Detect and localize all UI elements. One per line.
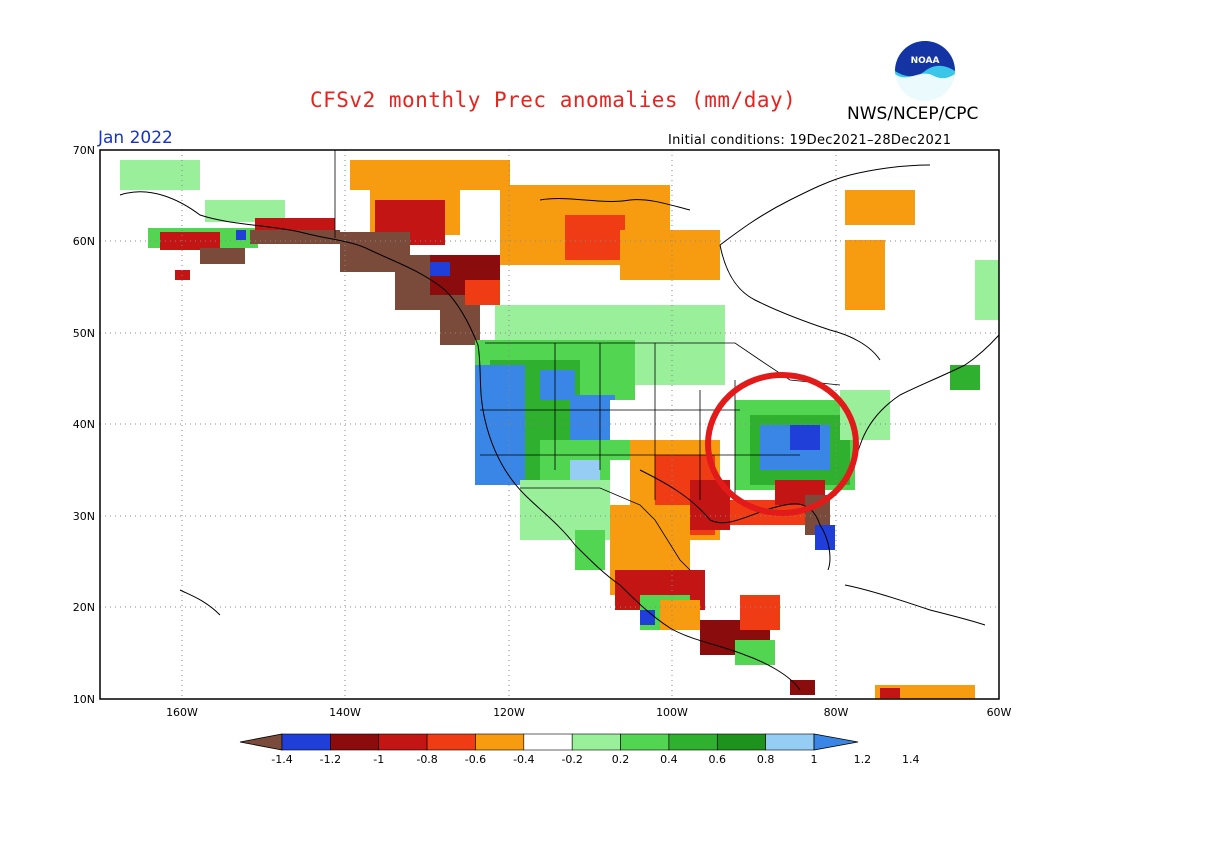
lat-label: 20N [73,601,95,614]
lon-label: 100W [656,706,688,719]
noaa-logo-text: NOAA [911,56,940,66]
initial-conditions: Initial conditions: 19Dec2021–28Dec2021 [668,133,952,148]
canada-anomalies [350,160,999,390]
colorbar-tick-label: 0.4 [660,753,678,766]
colorbar-box [378,733,428,751]
colorbar-tick-label: -0.2 [561,753,582,766]
colorbar-tick-label: 1.2 [854,753,872,766]
agency-label: NWS/NCEP/CPC [847,104,979,124]
borders [334,150,841,571]
lat-label: 70N [73,144,95,157]
lat-label: 50N [73,327,95,340]
colorbar-tick-label: 1 [811,753,818,766]
south-anomalies [790,680,975,699]
colorbar-tick-label: -0.4 [513,753,534,766]
colorbar-tick-label: -0.8 [416,753,437,766]
colorbar-tick-label: -0.6 [465,753,486,766]
colorbar-box [426,733,476,751]
colorbar-box [281,733,331,751]
alaska-anomalies [120,160,340,280]
anomaly-fields [120,160,999,699]
colorbar-box [765,733,815,751]
colorbar-box [571,733,621,751]
colorbar-tick-label: 1.4 [902,753,920,766]
longitude-labels: 160W 140W 120W 100W 80W 60W [166,706,1011,719]
colorbar-box [330,733,380,751]
map-frame [99,149,1000,700]
latitude-labels: 70N 60N 50N 40N 30N 20N 10N [73,144,95,706]
forecast-month: Jan 2022 [98,128,173,148]
colorbar-low-arrow [239,733,283,751]
ohio-valley-anomalies [735,390,890,550]
colorbar-box [475,733,525,751]
lon-label: 60W [987,706,1012,719]
lon-label: 120W [493,706,525,719]
bc-coast-anomalies [340,185,500,345]
colorbar-tick-labels: -1.4 -1.2 -1 -0.8 -0.6 -0.4 -0.2 0.2 0.4 0.6 0.8 1 1… [271,753,919,766]
highlight-circle [705,372,859,516]
lon-label: 140W [329,706,361,719]
colorbar-tick-label: 0.6 [709,753,727,766]
colorbar-box [668,733,718,751]
colorbar-box [620,733,670,751]
colorbar-tick-label: -1 [373,753,384,766]
lon-label: 160W [166,706,198,719]
chart-title: CFSv2 monthly Prec anomalies (mm/day) [310,88,797,112]
colorbar-tick-label: -1.2 [320,753,341,766]
lon-label: 80W [824,706,849,719]
colorbar-tick-label: 0.2 [612,753,630,766]
colorbar-box [523,733,573,751]
colorbar-box [716,733,766,751]
noaa-logo: NOAA [895,41,955,102]
colorbar-high-arrow [813,733,859,751]
south-central-anomalies [610,440,820,665]
colorbar: -1.4 -1.2 -1 -0.8 -0.6 -0.4 -0.2 0.2 0.4 0.6 0.8 1 1… [239,733,919,766]
lat-label: 60N [73,235,95,248]
lat-label: 10N [73,693,95,706]
colorbar-boxes [281,733,815,751]
lat-label: 30N [73,510,95,523]
colorbar-tick-label: -1.4 [271,753,292,766]
colorbar-tick-label: 0.8 [757,753,775,766]
lat-label: 40N [73,418,95,431]
